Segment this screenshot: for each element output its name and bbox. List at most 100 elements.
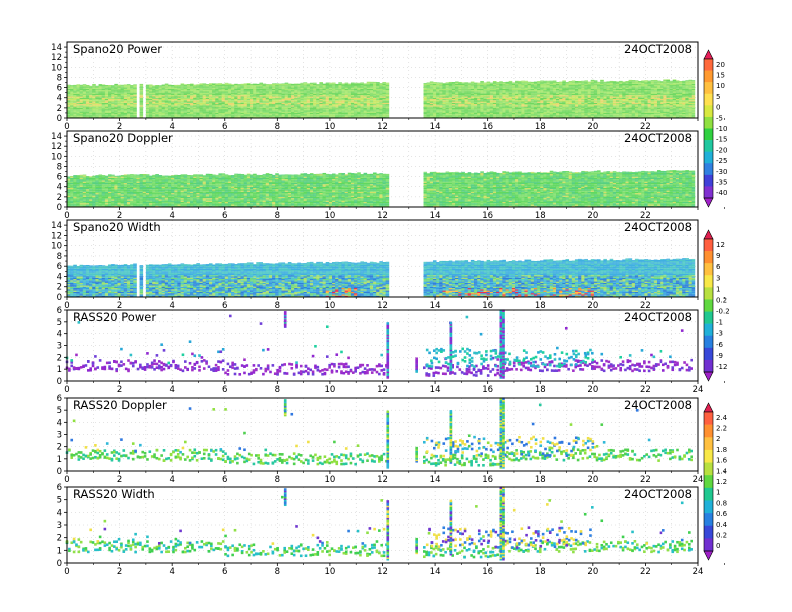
heatmap-cell xyxy=(171,102,175,105)
heatmap-cell xyxy=(108,85,112,87)
heatmap-cell xyxy=(199,101,204,103)
heatmap-cell xyxy=(281,109,286,111)
heatmap-cell xyxy=(265,99,270,101)
heatmap-cell xyxy=(499,88,503,91)
heatmap-cell xyxy=(95,91,99,93)
heatmap-cell xyxy=(253,105,257,107)
heatmap-cell xyxy=(363,105,368,107)
heatmap-cell xyxy=(212,88,216,91)
heatmap-cell xyxy=(149,116,153,118)
heatmap-cell xyxy=(597,112,601,115)
heatmap-cell xyxy=(606,92,611,94)
heatmap-cell xyxy=(499,83,503,86)
heatmap-cell xyxy=(152,90,156,92)
heatmap-cell xyxy=(133,96,137,98)
heatmap-cell xyxy=(287,111,292,113)
heatmap-cell xyxy=(565,109,570,111)
heatmap-cell xyxy=(259,107,264,110)
heatmap-cell xyxy=(436,91,440,93)
heatmap-cell xyxy=(215,99,219,101)
heatmap-cell xyxy=(164,93,169,96)
heatmap-cell xyxy=(246,91,251,93)
heatmap-cell xyxy=(638,102,642,105)
heatmap-cell xyxy=(571,82,576,84)
heatmap-cell xyxy=(202,92,207,94)
heatmap-cell xyxy=(568,87,573,89)
heatmap-cell xyxy=(593,100,598,102)
heatmap-cell xyxy=(171,105,175,107)
heatmap-cell xyxy=(158,90,163,92)
heatmap-cell xyxy=(533,116,538,118)
heatmap-cell xyxy=(483,115,488,117)
heatmap-cell xyxy=(432,105,437,107)
heatmap-cell xyxy=(423,100,428,102)
heatmap-cell xyxy=(130,99,134,101)
heatmap-cell xyxy=(89,114,93,116)
heatmap-cell xyxy=(429,99,434,101)
heatmap-cell xyxy=(606,102,611,105)
heatmap-cell xyxy=(379,116,383,118)
heatmap-cell xyxy=(556,99,560,101)
heatmap-cell xyxy=(303,109,308,111)
heatmap-cell xyxy=(477,110,481,112)
heatmap-cell xyxy=(126,111,131,113)
heatmap-cell xyxy=(98,93,103,96)
heatmap-cell xyxy=(205,85,210,87)
heatmap-cell xyxy=(530,90,535,92)
heatmap-cell xyxy=(464,95,469,97)
heatmap-cell xyxy=(445,100,450,102)
heatmap-cell xyxy=(477,99,481,101)
heatmap-cell xyxy=(505,110,510,112)
heatmap-cell xyxy=(130,91,134,93)
heatmap-cell xyxy=(287,100,292,102)
heatmap-cell xyxy=(332,115,336,117)
heatmap-cell xyxy=(492,115,497,117)
heatmap-cell xyxy=(571,115,576,117)
heatmap-cell xyxy=(634,110,639,112)
heatmap-cell xyxy=(382,102,387,105)
heatmap-cell xyxy=(133,114,137,116)
heatmap-cell xyxy=(111,86,115,88)
heatmap-cell xyxy=(347,100,352,102)
heatmap-cell xyxy=(322,106,327,108)
heatmap-cell xyxy=(527,83,532,86)
heatmap-cell xyxy=(489,90,494,92)
heatmap-cell xyxy=(240,88,245,91)
heatmap-cell xyxy=(609,87,614,89)
heatmap-cell xyxy=(237,104,241,106)
heatmap-cell xyxy=(429,86,434,88)
heatmap-cell xyxy=(448,109,453,111)
heatmap-cell xyxy=(445,92,450,94)
heatmap-cell xyxy=(265,92,270,94)
heatmap-cell xyxy=(483,102,488,105)
heatmap-cell xyxy=(385,88,390,91)
heatmap-cell xyxy=(543,104,547,106)
heatmap-cell xyxy=(287,86,292,88)
heatmap-cell xyxy=(234,88,238,91)
heatmap-cell xyxy=(224,104,229,106)
heatmap-cell xyxy=(224,92,229,94)
heatmap-cell xyxy=(366,93,371,96)
heatmap-cell xyxy=(332,101,336,103)
heatmap-cell xyxy=(92,109,96,111)
heatmap-cell xyxy=(246,110,251,112)
heatmap-cell xyxy=(313,95,317,97)
heatmap-cell xyxy=(451,105,456,107)
heatmap-cell xyxy=(619,114,623,116)
heatmap-cell xyxy=(208,107,213,110)
heatmap-cell xyxy=(190,93,194,96)
heatmap-cell xyxy=(202,97,207,99)
heatmap-cell xyxy=(275,86,279,88)
heatmap-cell xyxy=(114,104,118,106)
heatmap-cell xyxy=(600,91,604,93)
heatmap-cell xyxy=(332,87,336,89)
heatmap-cell xyxy=(609,101,614,103)
heatmap-cell xyxy=(634,95,639,97)
heatmap-cell xyxy=(379,86,383,88)
heatmap-cell xyxy=(533,106,538,108)
heatmap-cell xyxy=(565,100,570,102)
heatmap-cell xyxy=(114,90,118,92)
heatmap-cell xyxy=(309,96,314,98)
heatmap-cell xyxy=(354,106,358,108)
heatmap-cell xyxy=(265,105,270,107)
